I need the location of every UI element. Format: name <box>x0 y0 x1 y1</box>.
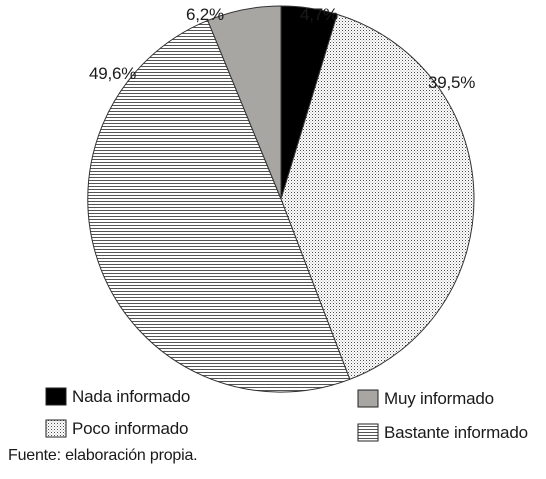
slice-label-bastante: 49,6% <box>89 64 136 83</box>
legend-item-muy-informado: Muy informado <box>357 389 494 408</box>
legend: Nada informado Muy informado Poco informad… <box>45 387 528 442</box>
pie-slice-bastante <box>87 19 351 393</box>
pie-slice-muy <box>207 5 282 200</box>
legend-swatch <box>45 419 67 438</box>
legend-item-bastante-informado: Bastante informado <box>357 423 528 442</box>
legend-label: Nada informado <box>72 387 190 406</box>
legend-item-nada-informado: Nada informado <box>45 387 190 406</box>
legend-swatch <box>357 389 379 408</box>
legend-label: Poco informado <box>72 419 188 438</box>
legend-item-poco-informado: Poco informado <box>45 419 188 438</box>
legend-swatch <box>357 423 379 442</box>
pie-slice-labels: 4,7% 39,5% 49,6% 6,2% <box>89 5 475 92</box>
slice-label-muy: 6,2% <box>186 5 224 24</box>
pie-slice-poco <box>280 13 475 380</box>
slice-label-nada: 4,7% <box>300 5 338 24</box>
slice-label-poco: 39,5% <box>428 73 475 92</box>
pie-slices <box>87 5 475 393</box>
legend-swatch <box>45 387 67 406</box>
legend-label: Bastante informado <box>384 423 528 442</box>
source-note: Fuente: elaboración propia. <box>8 447 198 464</box>
legend-label: Muy informado <box>384 389 494 408</box>
